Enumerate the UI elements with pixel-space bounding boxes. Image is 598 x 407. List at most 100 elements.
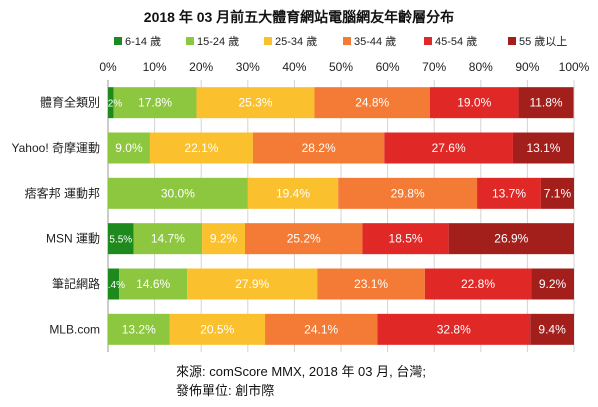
category-label: MLB.com bbox=[49, 322, 100, 336]
bar-value-label: 22.8% bbox=[461, 277, 495, 291]
bar-segment bbox=[540, 177, 574, 209]
bar-segment bbox=[512, 132, 574, 164]
bar-value-label: 2.4% bbox=[102, 280, 125, 291]
bar-segment bbox=[377, 313, 531, 345]
bar-value-label: 27.6% bbox=[432, 141, 466, 155]
bar-segment bbox=[384, 132, 513, 164]
bar-segment bbox=[196, 87, 315, 119]
bar-value-label: 14.7% bbox=[151, 232, 185, 246]
category-label: 筆記網路 bbox=[52, 276, 100, 291]
x-tick-label: 80% bbox=[469, 60, 493, 74]
legend-swatch bbox=[508, 37, 516, 45]
x-axis-ticks: 0% 10% 20% 30% 40% 50% 60% 70% 80% 90% 100% bbox=[99, 60, 589, 74]
category-label: 痞客邦 運動邦 bbox=[25, 185, 100, 200]
x-tick-label: 90% bbox=[515, 60, 539, 74]
bar-segment bbox=[245, 223, 363, 255]
x-tick-label: 0% bbox=[99, 60, 117, 74]
bar-segment bbox=[530, 313, 574, 345]
bar-value-label: 26.9% bbox=[494, 232, 528, 246]
bar-segment bbox=[531, 268, 574, 300]
legend-label: 15-24 歲 bbox=[197, 34, 239, 48]
publisher-line: 發佈單位: 創市際 bbox=[176, 383, 275, 398]
bar-value-label: 9.0% bbox=[115, 141, 143, 155]
bar-segment bbox=[113, 87, 197, 119]
category-label: 體育全類別 bbox=[40, 95, 100, 110]
bar-value-label: 24.1% bbox=[304, 322, 338, 336]
legend-swatch bbox=[424, 37, 432, 45]
bar-segment bbox=[119, 268, 188, 300]
bar-value-label: 27.9% bbox=[235, 277, 269, 291]
bar-segment bbox=[108, 132, 150, 164]
bar-segment bbox=[338, 177, 478, 209]
category-label: Yahoo! 奇摩運動 bbox=[12, 140, 100, 155]
bar-value-label: 22.1% bbox=[184, 141, 218, 155]
bar-value-label: 29.8% bbox=[391, 186, 425, 200]
bar-value-label: 13.2% bbox=[122, 322, 156, 336]
bar-segment bbox=[108, 313, 170, 345]
bar-value-label: 19.4% bbox=[276, 186, 310, 200]
bar-value-label: 11.8% bbox=[529, 96, 562, 110]
bar-value-label: 25.2% bbox=[287, 232, 321, 246]
legend-swatch bbox=[343, 37, 351, 45]
bar-value-label: 13.1% bbox=[526, 141, 560, 155]
bar-value-label: 25.3% bbox=[238, 96, 272, 110]
bar-value-label: 9.2% bbox=[210, 232, 238, 246]
legend-swatch bbox=[264, 37, 272, 45]
legend-label: 35-44 歲 bbox=[354, 34, 396, 48]
x-tick-label: 20% bbox=[189, 60, 213, 74]
bar-segment bbox=[108, 177, 248, 209]
bar-value-label: 32.8% bbox=[437, 322, 471, 336]
bar-value-labels: 1.2% 17.8% 25.3% 24.8% 19.0% 11.8% 9.0% 22.1% 28… bbox=[99, 96, 571, 337]
bar-value-label: 18.5% bbox=[389, 232, 423, 246]
bar-segment bbox=[187, 268, 318, 300]
bar-value-label: 1.2% bbox=[99, 99, 122, 110]
bar-value-label: 28.2% bbox=[302, 141, 336, 155]
legend-label: 55 歲以上 bbox=[519, 34, 567, 48]
bar-segment bbox=[518, 87, 574, 119]
bar-value-label: 17.8% bbox=[138, 96, 172, 110]
bar-segment bbox=[149, 132, 253, 164]
bar-value-label: 9.4% bbox=[538, 322, 566, 336]
x-tick-label: 10% bbox=[143, 60, 167, 74]
x-tick-label: 50% bbox=[329, 60, 353, 74]
bar-segment bbox=[108, 223, 134, 255]
x-tick-label: 100% bbox=[559, 60, 590, 74]
x-tick-label: 60% bbox=[376, 60, 400, 74]
bar-segment bbox=[477, 177, 541, 209]
x-tick-label: 40% bbox=[282, 60, 306, 74]
legend-label: 45-54 歲 bbox=[435, 34, 477, 48]
bar-segment bbox=[169, 313, 266, 345]
bar-value-label: 20.5% bbox=[200, 322, 234, 336]
bar-value-label: 24.8% bbox=[355, 96, 389, 110]
legend-label: 6-14 歲 bbox=[125, 34, 161, 48]
bar-segment bbox=[362, 223, 449, 255]
bar-value-label: 5.5% bbox=[109, 235, 132, 246]
chart-title: 2018 年 03 月前五大體育網站電腦網友年齡層分布 bbox=[144, 9, 454, 25]
category-label: MSN 運動 bbox=[46, 232, 100, 246]
legend-label: 25-34 歲 bbox=[275, 34, 317, 48]
bar-value-label: 9.2% bbox=[539, 277, 567, 291]
bar-segment bbox=[252, 132, 385, 164]
source-line: 來源: comScore MMX, 2018 年 03 月, 台灣; bbox=[176, 364, 426, 379]
legend-swatch bbox=[114, 37, 122, 45]
bar-value-label: 19.0% bbox=[457, 96, 491, 110]
gridlines bbox=[107, 80, 575, 352]
bar-segment bbox=[247, 177, 339, 209]
legend: 6-14 歲 15-24 歲 25-34 歲 35-44 歲 45-54 歲 55 歲以上 bbox=[114, 34, 567, 48]
x-tick-label: 30% bbox=[236, 60, 260, 74]
bar-segment bbox=[108, 268, 120, 300]
bar-segment bbox=[108, 87, 114, 119]
bar-value-label: 7.1% bbox=[544, 186, 572, 200]
x-tick-label: 70% bbox=[422, 60, 446, 74]
bar-segment bbox=[424, 268, 532, 300]
bar-segment bbox=[314, 87, 431, 119]
bar-value-label: 30.0% bbox=[161, 186, 195, 200]
bar-segment bbox=[448, 223, 574, 255]
bar-value-label: 13.7% bbox=[492, 186, 526, 200]
bar-segment bbox=[202, 223, 246, 255]
bar-segment bbox=[265, 313, 378, 345]
bars bbox=[108, 87, 574, 345]
